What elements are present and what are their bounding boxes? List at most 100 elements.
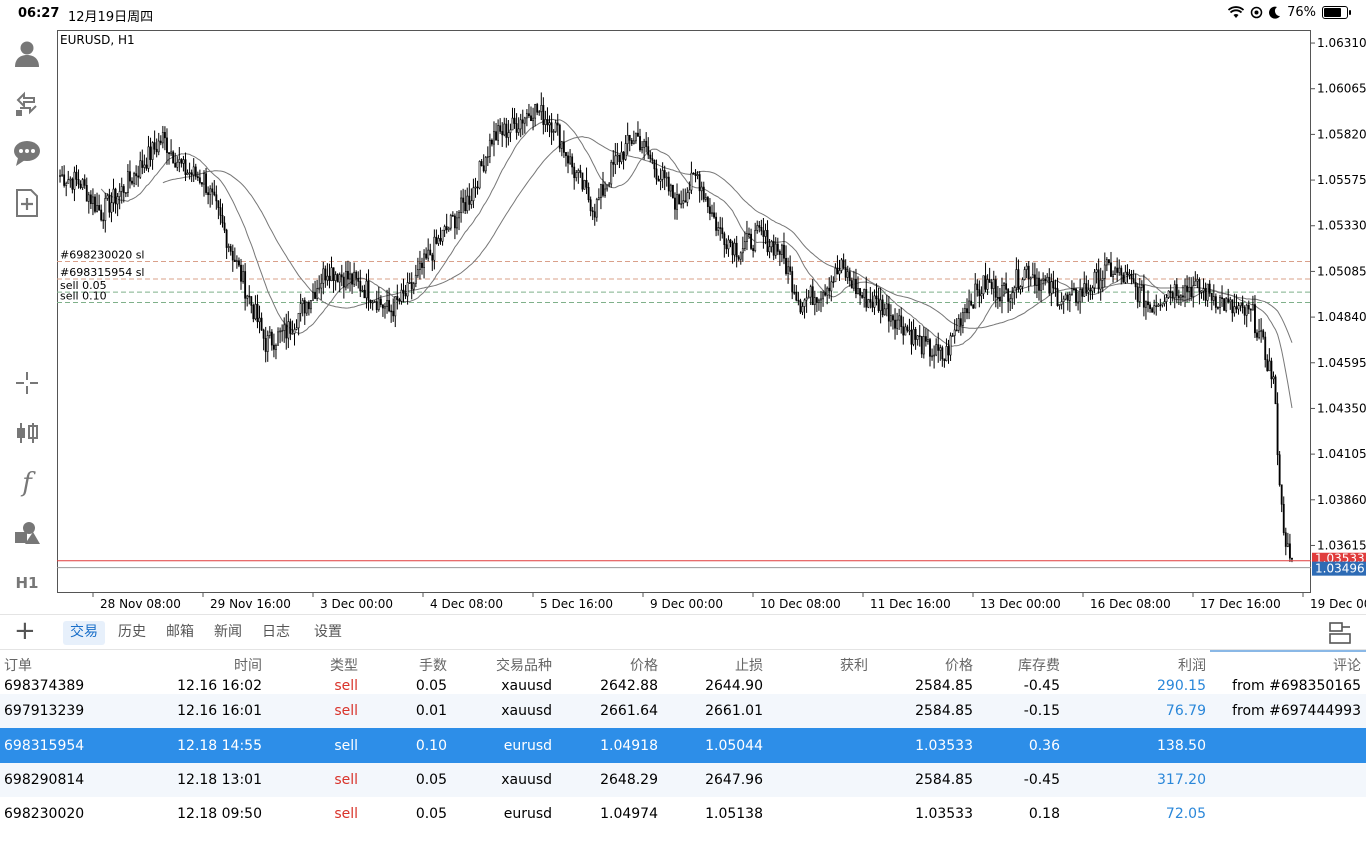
candle-body [1268,360,1271,372]
cell-time: 12.18 09:50 [177,806,262,823]
candle-body [1278,454,1281,486]
candle-body [408,282,411,284]
new-order-icon[interactable] [10,186,44,220]
cell-volume: 0.05 [415,678,447,694]
candle-body [388,300,391,312]
candle-body [916,335,919,340]
candle-body [153,142,156,150]
candle-body [460,197,463,213]
candle-body [478,161,481,189]
candle-body [996,296,999,299]
header-profit[interactable]: 利润 [1178,658,1206,674]
candle-body [149,146,152,160]
header-current-price[interactable]: 价格 [945,658,973,674]
cell-symbol: eurusd [503,806,552,823]
header-symbol[interactable]: 交易品种 [496,658,552,674]
candle-body [1101,278,1104,281]
candle-body [922,336,925,355]
candle-body [1237,305,1240,310]
chat-icon[interactable] [10,136,44,170]
tab-mailbox[interactable]: 邮箱 [166,624,194,640]
candle-body [990,282,993,289]
layout-icon[interactable] [1328,621,1352,645]
candle-body [937,344,940,351]
candle-body [565,152,567,157]
tab-news[interactable]: 新闻 [214,624,242,640]
header-open-price[interactable]: 价格 [630,658,658,674]
candle-body [1161,303,1164,306]
candle-body [752,248,755,251]
candle-body [503,123,506,136]
candle-body [1217,307,1219,309]
candle-body [871,301,874,308]
header-volume[interactable]: 手数 [419,658,447,674]
cell-order: 698290814 [4,771,85,788]
cell-profit: 317.20 [1157,771,1206,788]
candle-body [1124,271,1127,283]
tab-journal[interactable]: 日志 [262,624,290,640]
header-swap[interactable]: 库存费 [1018,658,1060,674]
cell-volume: 0.05 [415,771,447,788]
table-row[interactable]: 698290814 12.18 13:01 sell 0.05 xauusd 2648.2… [0,762,1366,798]
chart-type-icon[interactable] [10,416,44,450]
candle-body [131,180,133,184]
candle-body [859,288,862,296]
candle-body [159,140,162,144]
x-tick-label: 3 Dec 00:00 [320,597,393,611]
account-icon[interactable] [10,36,44,70]
header-comment[interactable]: 评论 [1333,658,1361,674]
candle-body [1099,279,1102,290]
status-bar: 06:27 12月19日周四 76% [0,0,1366,28]
header-take-profit[interactable]: 获利 [840,658,868,674]
table-row[interactable]: 698374389 12.16 16:02 sell 0.05 xauusd 2642.8… [0,678,1366,694]
candle-body [406,282,409,297]
table-row[interactable]: 697913239 12.16 16:01 sell 0.01 xauusd 2661.6… [0,694,1366,729]
price-chart[interactable]: #698230020 sl #698315954 sl sell 0.05 sell … [57,30,1366,612]
candle-body [846,271,849,278]
cell-symbol: xauusd [501,678,552,694]
candle-body [244,271,247,299]
header-type[interactable]: 类型 [330,658,358,674]
bid-price-label: 1.03496 [1315,562,1365,576]
tab-history[interactable]: 历史 [118,624,146,640]
candle-body [1245,304,1248,316]
crosshair-icon[interactable] [10,366,44,400]
candle-body [980,293,983,297]
add-icon[interactable]: + [14,616,36,646]
header-order[interactable]: 订单 [4,658,32,674]
candle-body [612,161,615,165]
candle-body [850,280,853,289]
candle-body [768,246,771,253]
table-row[interactable]: 698230020 12.18 09:50 sell 0.05 eurusd 1.0497… [0,797,1366,831]
candle-body [585,180,588,188]
candle-body [883,308,886,316]
table-row[interactable]: 698315954 12.18 14:55 sell 0.10 eurusd 1.0491… [0,728,1366,763]
candle-body [678,194,681,205]
header-stop-loss[interactable]: 止损 [735,658,763,674]
candle-body [209,188,212,196]
candle-body [1167,290,1170,298]
candle-body [1184,285,1186,298]
objects-icon[interactable] [10,516,44,550]
candle-body [756,225,759,231]
candle-body [100,209,103,221]
candle-body [1007,289,1010,302]
tab-settings[interactable]: 设置 [314,624,342,640]
trade-icon[interactable] [10,86,44,120]
candle-body [1225,298,1228,311]
candle-body [246,295,249,299]
timeframe-button[interactable]: H1 [15,574,39,592]
candle-body [124,192,127,194]
candle-body [914,329,917,340]
tab-trade[interactable]: 交易 [63,621,105,645]
candle-body [353,271,356,285]
candle-body [314,292,316,299]
candle-body [694,173,697,176]
indicators-icon[interactable]: f [22,468,32,498]
candle-body [873,295,876,308]
candle-body [608,183,611,186]
header-time[interactable]: 时间 [234,658,262,674]
candle-body [194,166,197,177]
candle-body [696,174,699,176]
